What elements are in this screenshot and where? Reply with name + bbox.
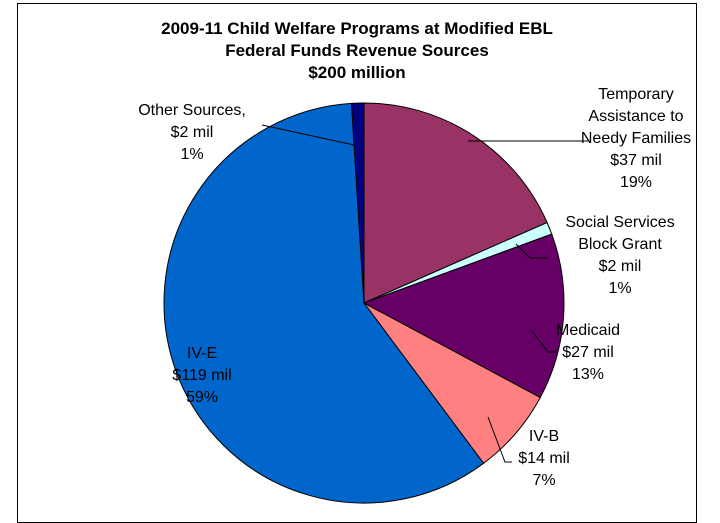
pie-slice-medicaid xyxy=(362,233,565,399)
chart-title: 2009-11 Child Welfare Programs at Modifi… xyxy=(17,18,697,84)
label-medicaid-percent: 13% xyxy=(571,366,605,383)
label-other-name: Other Sources, xyxy=(138,102,246,119)
label-tanf-line-2: Assistance to xyxy=(588,108,684,125)
label-ivb-amount: $14 mil xyxy=(518,450,570,467)
label-ssbg: Social Services Block Grant $2 mil 1% xyxy=(546,212,694,300)
label-ssbg-amount: $2 mil xyxy=(598,258,642,275)
label-ivb-name: IV-B xyxy=(528,428,560,445)
label-ssbg-line-1: Social Services xyxy=(565,214,675,231)
label-ive: IV-E $119 mil 59% xyxy=(156,343,248,409)
chart-title-line-2: Federal Funds Revenue Sources xyxy=(225,41,489,60)
leader-line-ssbg xyxy=(515,243,548,259)
label-ive-name: IV-E xyxy=(186,345,218,362)
label-tanf-line-3: Needy Families xyxy=(580,130,692,147)
label-other-percent: 1% xyxy=(180,146,204,163)
leader-lines xyxy=(261,124,588,463)
label-ssbg-line-2: Block Grant xyxy=(578,236,662,253)
chart-title-line-3: $200 million xyxy=(308,63,406,82)
label-other-amount: $2 mil xyxy=(170,124,214,141)
label-ivb: IV-B $14 mil 7% xyxy=(506,426,582,492)
label-tanf: Temporary Assistance to Needy Families $… xyxy=(566,84,706,194)
pie-slice-iv-e xyxy=(163,102,485,504)
label-other: Other Sources, $2 mil 1% xyxy=(124,100,260,166)
label-tanf-amount: $37 mil xyxy=(610,152,662,169)
pie-slice-temporary-assistance-to-needy-families xyxy=(363,102,548,304)
leader-line-other xyxy=(261,124,355,146)
label-medicaid-name: Medicaid xyxy=(555,322,621,339)
label-ivb-percent: 7% xyxy=(532,472,556,489)
label-tanf-percent: 19% xyxy=(619,174,653,191)
label-medicaid-amount: $27 mil xyxy=(562,344,614,361)
label-ive-percent: 59% xyxy=(185,389,219,406)
label-ssbg-percent: 1% xyxy=(608,280,632,297)
pie-slice-other-sources xyxy=(350,102,365,304)
pie-slices xyxy=(163,102,565,504)
label-medicaid: Medicaid $27 mil 13% xyxy=(546,320,630,386)
label-tanf-line-1: Temporary xyxy=(598,86,674,103)
leader-line-medicaid xyxy=(530,329,556,353)
label-ive-amount: $119 mil xyxy=(172,367,232,384)
leader-line-ivb xyxy=(487,416,512,463)
chart-title-line-1: 2009-11 Child Welfare Programs at Modifi… xyxy=(161,19,553,38)
